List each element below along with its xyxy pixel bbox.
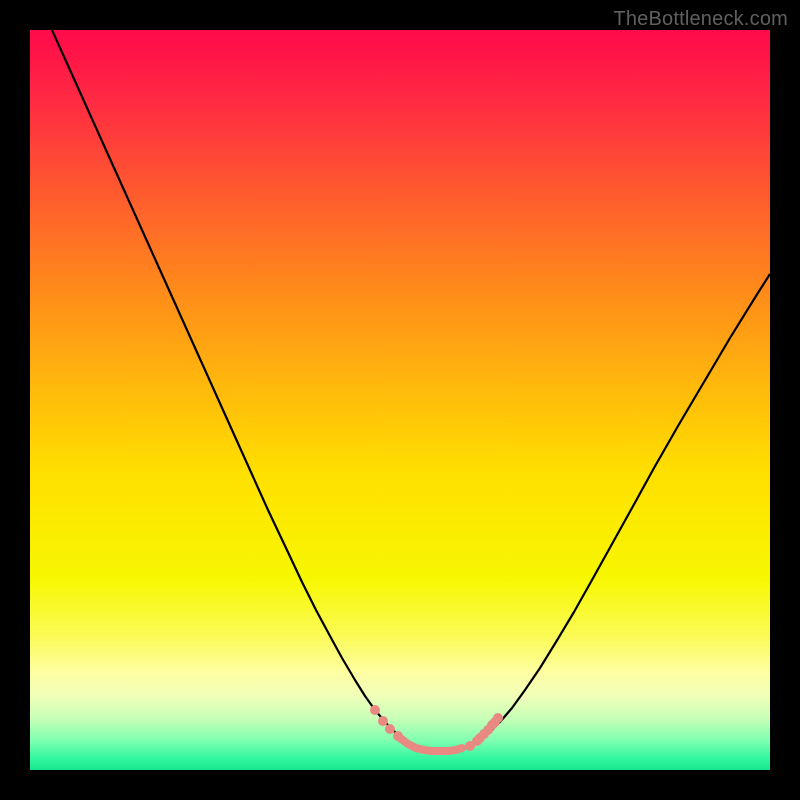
highlight-dot (493, 713, 503, 723)
chart-frame: TheBottleneck.com (0, 0, 800, 800)
watermark-text: TheBottleneck.com (613, 8, 788, 31)
highlight-dot (393, 731, 403, 741)
chart-svg (30, 30, 770, 770)
plot-area (30, 30, 770, 770)
gradient-background (30, 30, 770, 770)
highlight-dot (385, 724, 395, 734)
highlight-dot (370, 705, 380, 715)
highlight-dot (378, 716, 388, 726)
